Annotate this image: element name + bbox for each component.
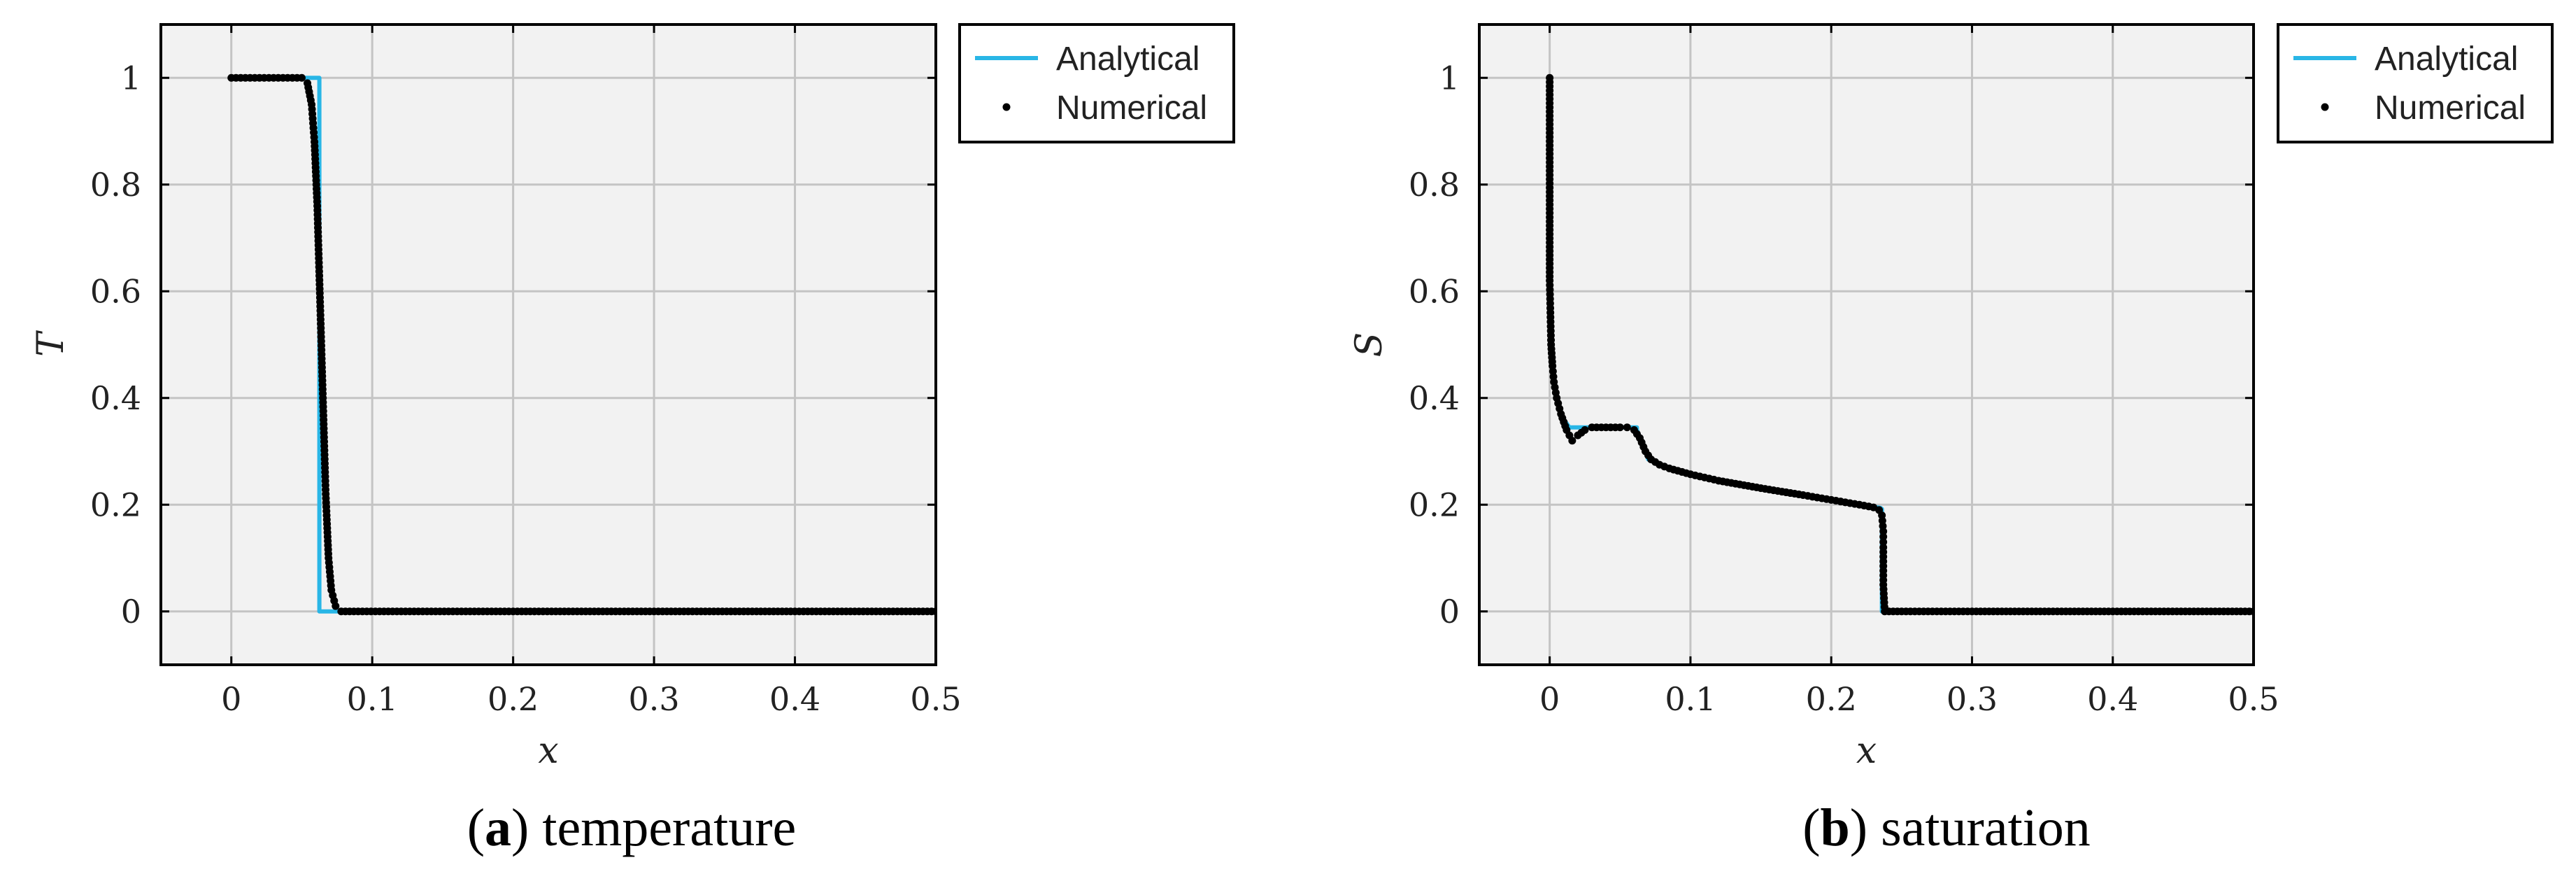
legend-label: Numerical xyxy=(1056,90,1207,127)
data-point xyxy=(1568,437,1577,445)
series-markers-numerical xyxy=(1546,73,2254,616)
data-point xyxy=(332,602,340,610)
y-tick-label: 0.6 xyxy=(90,272,141,310)
plot-background xyxy=(1479,24,2254,665)
caption-b: (b) saturation xyxy=(1802,798,2091,857)
data-point xyxy=(1879,527,1888,535)
x-axis-label: x xyxy=(538,730,558,772)
data-point xyxy=(1879,533,1888,541)
legend-swatch-numerical xyxy=(1002,103,1011,111)
caption-a-text: temperature xyxy=(542,798,797,857)
x-tick-label: 0.1 xyxy=(1665,680,1716,718)
legend: Analytical Numerical xyxy=(2277,23,2554,143)
y-tick-label: 0.8 xyxy=(1409,166,1460,204)
y-tick-label: 0.4 xyxy=(90,379,141,417)
y-tick-label: 0.2 xyxy=(90,486,141,523)
caption-b-text: saturation xyxy=(1881,798,2091,857)
caption-a: (a) temperature xyxy=(467,798,797,857)
y-tick-label: 1 xyxy=(1439,59,1460,97)
legend-box xyxy=(2277,23,2554,143)
series-markers-numerical xyxy=(227,73,936,616)
data-point xyxy=(1581,426,1589,434)
x-tick-label: 0.3 xyxy=(1947,680,1998,718)
x-tick-label: 0 xyxy=(1539,680,1560,718)
chart-saturation: 0 0.1 0.2 0.3 0.4 0.5 0 0.2 0.4 0.6 0.8 1 x S Analytic… xyxy=(1349,23,2554,772)
x-tick-label: 0.4 xyxy=(769,680,820,718)
y-axis-label: S xyxy=(1349,332,1390,358)
data-point xyxy=(297,73,306,82)
legend-label: Analytical xyxy=(1056,41,1200,78)
plot-background xyxy=(161,24,936,665)
x-tick-label: 0.3 xyxy=(629,680,680,718)
x-axis-label: x xyxy=(1856,730,1877,772)
x-tick-label: 0.2 xyxy=(1806,680,1857,718)
legend-label: Numerical xyxy=(2375,90,2526,127)
x-tick-label: 0.5 xyxy=(910,680,961,718)
x-tick-label: 0 xyxy=(221,680,241,718)
y-tick-label: 0.4 xyxy=(1409,379,1460,417)
plot-frame xyxy=(159,23,937,666)
data-point xyxy=(1879,538,1888,547)
y-tick-label: 0.2 xyxy=(1409,486,1460,523)
y-tick-label: 0.8 xyxy=(90,166,141,204)
legend-box xyxy=(958,23,1235,143)
caption-b-letter: b xyxy=(1820,798,1850,857)
data-point xyxy=(1616,423,1624,432)
legend-label: Analytical xyxy=(2375,41,2518,78)
series-layer xyxy=(227,73,936,616)
x-tick-label: 0.2 xyxy=(488,680,539,718)
x-tick-label: 0.1 xyxy=(347,680,398,718)
x-tick-label: 0.4 xyxy=(2087,680,2138,718)
chart-temperature: 0 0.1 0.2 0.3 0.4 0.5 0 0.2 0.4 0.6 0.8 1 x T Analytic… xyxy=(30,23,1235,772)
series-layer xyxy=(1546,73,2254,616)
x-tick-label: 0.5 xyxy=(2228,680,2279,718)
y-axis-label: T xyxy=(30,330,72,357)
legend-swatch-numerical xyxy=(2321,103,2329,111)
caption-a-letter: a xyxy=(485,798,512,857)
data-point xyxy=(1623,423,1631,432)
y-tick-label: 0 xyxy=(121,593,141,630)
legend: Analytical Numerical xyxy=(958,23,1235,143)
y-tick-label: 0 xyxy=(1439,593,1460,630)
y-tick-label: 1 xyxy=(121,59,141,97)
y-tick-label: 0.6 xyxy=(1409,272,1460,310)
plot-frame xyxy=(1478,23,2255,666)
